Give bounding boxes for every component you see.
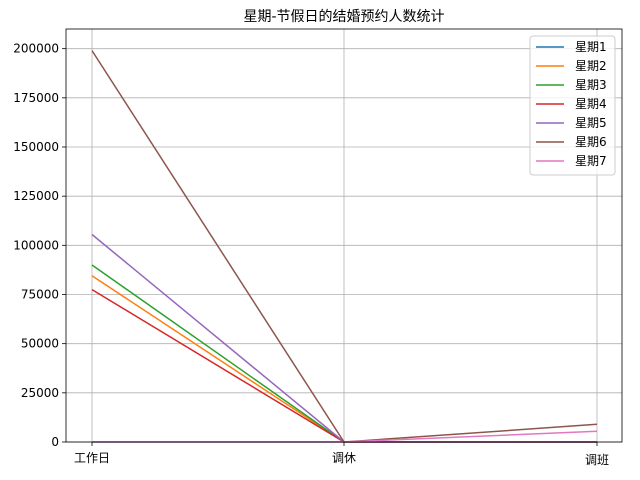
y-tick-label: 100000	[13, 238, 59, 252]
legend-label: 星期1	[575, 40, 607, 54]
legend-label: 星期5	[575, 116, 607, 130]
series-line	[91, 264, 597, 443]
series-group	[91, 50, 598, 443]
y-tick-label: 25000	[21, 386, 59, 400]
legend-label: 星期2	[575, 59, 607, 73]
series-line	[91, 233, 597, 443]
y-axis: 0 25000 50000 75000 100000 125000 150000 175000…	[13, 42, 66, 449]
y-tick-label: 200000	[13, 42, 59, 56]
x-tick-label: 调班	[585, 453, 609, 467]
legend-label: 星期7	[575, 154, 607, 168]
series-line	[91, 50, 598, 443]
legend-label: 星期4	[575, 97, 607, 111]
legend-label: 星期6	[575, 135, 607, 149]
x-tick-label: 工作日	[74, 451, 110, 465]
x-tick-label: 调休	[332, 451, 356, 465]
legend-label: 星期3	[575, 78, 607, 92]
y-tick-label: 175000	[13, 91, 59, 105]
series-line	[91, 288, 597, 443]
x-axis: 工作日 调休 调班	[74, 442, 609, 467]
y-tick-label: 125000	[13, 189, 59, 203]
series-line	[92, 430, 598, 443]
y-tick-label: 0	[51, 435, 59, 449]
y-tick-label: 150000	[13, 140, 59, 154]
legend: 星期1 星期2 星期3 星期4 星期5 星期6 星期7	[529, 35, 616, 176]
y-tick-label: 50000	[21, 337, 59, 351]
legend-box	[529, 35, 616, 176]
y-tick-label: 75000	[21, 288, 59, 302]
series-line	[91, 275, 597, 443]
chart-title: 星期-节假日的结婚预约人数统计	[243, 9, 444, 25]
